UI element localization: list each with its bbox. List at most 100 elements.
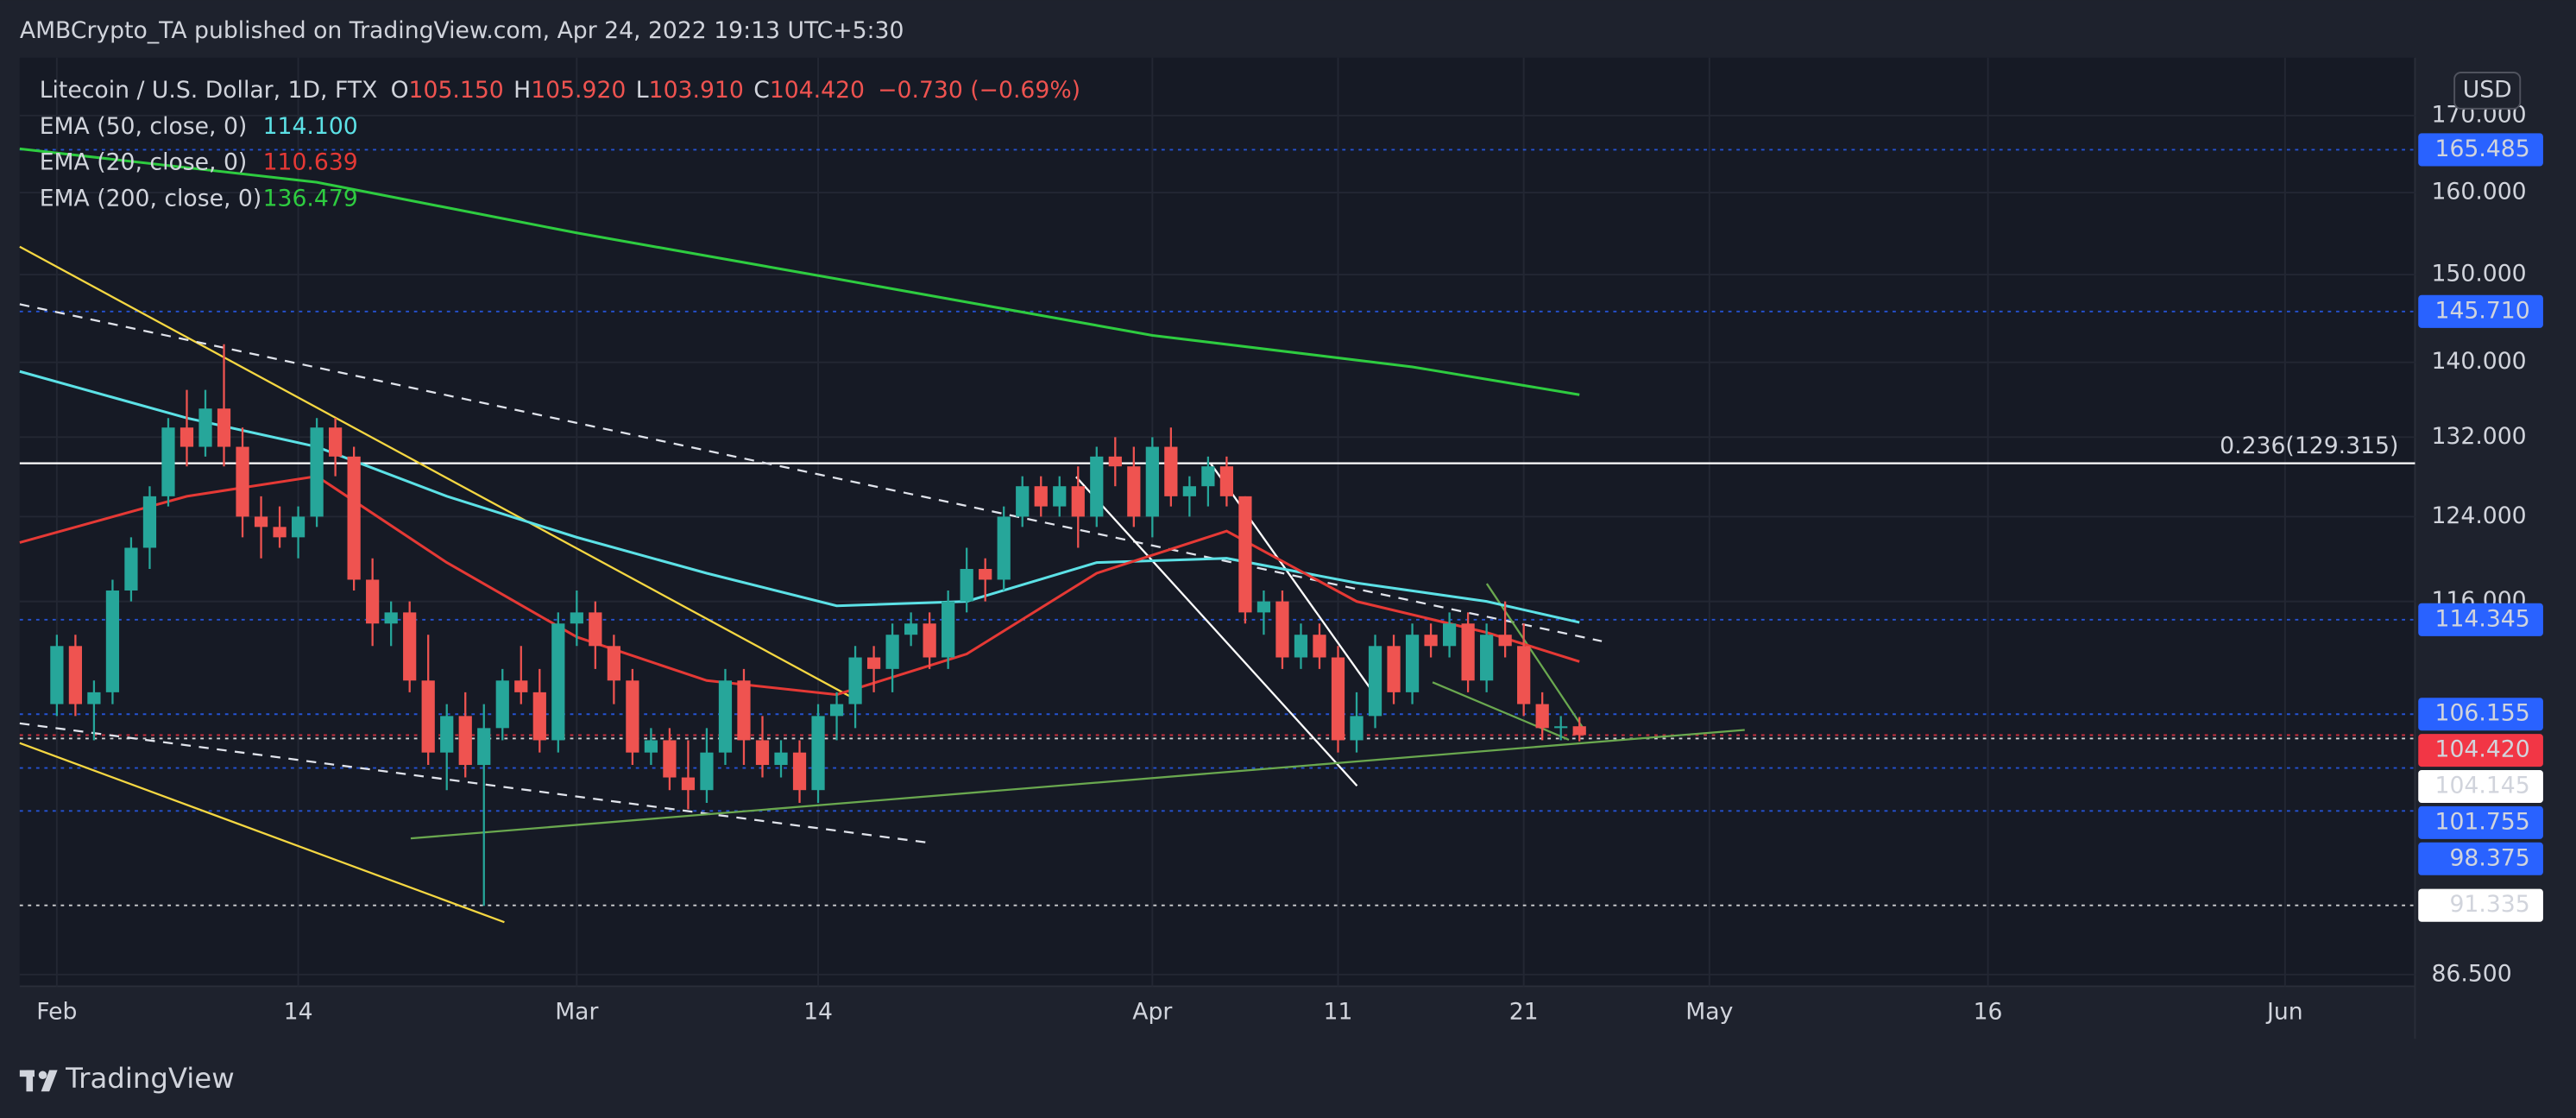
price-badge [2418, 842, 2543, 875]
y-tick-label: 150.000 [2431, 261, 2526, 287]
ohlc-value: 105.150 [409, 76, 504, 103]
price-badge-label: 165.485 [2435, 136, 2530, 162]
candle-body [681, 777, 696, 791]
candle-body [1517, 646, 1531, 704]
candle-body [1405, 635, 1420, 692]
price-badge [2418, 734, 2543, 767]
x-tick-label: 11 [1324, 998, 1353, 1025]
candle-body [1053, 486, 1067, 507]
x-tick-label: 14 [803, 998, 833, 1025]
candle-body [1294, 635, 1308, 658]
candle-body [626, 680, 639, 753]
candle-body [1182, 486, 1196, 496]
price-badge [2418, 888, 2543, 922]
candle-body [273, 527, 287, 538]
candle-body [142, 496, 157, 548]
candle-body [384, 612, 398, 624]
candle-body [997, 516, 1011, 580]
trendline [1210, 463, 1373, 692]
candle-body [923, 623, 936, 658]
candle-body [1108, 456, 1122, 467]
x-tick-label: Feb [36, 998, 77, 1025]
x-tick-label: 14 [284, 998, 313, 1025]
ohlc-value: 105.920 [531, 76, 626, 103]
candle-body [979, 569, 992, 580]
candle-body [1164, 446, 1178, 496]
candle-body [866, 657, 881, 669]
candle-body [755, 740, 770, 766]
trendline [1075, 476, 1358, 786]
ohlc-key: C [753, 76, 770, 103]
candle-body [1554, 726, 1568, 729]
candle-body [180, 427, 194, 447]
currency-box[interactable] [2453, 72, 2522, 110]
candle-body [1275, 601, 1289, 658]
price-badge-label: 91.335 [2449, 891, 2529, 918]
candle-body [607, 646, 620, 681]
brand: TradingView [65, 1062, 235, 1095]
trendline [19, 742, 505, 924]
candle-body [1368, 646, 1382, 717]
x-tick-label: May [1685, 998, 1733, 1025]
logo [19, 1070, 58, 1092]
candle-body [1498, 635, 1512, 647]
candle-body [1127, 466, 1141, 517]
marks [19, 147, 1586, 906]
indicator-value: 114.100 [263, 112, 358, 139]
candle-body [960, 569, 973, 602]
candle-body [1350, 716, 1364, 741]
candle-body [848, 657, 862, 704]
candle-body [1424, 635, 1438, 647]
ohlc-value: 103.910 [649, 76, 744, 103]
candle-body [105, 590, 120, 692]
candle-body [1572, 726, 1586, 736]
candle-body [551, 623, 565, 741]
trendline [19, 245, 855, 700]
candle-body [495, 680, 509, 729]
trendline [410, 729, 1745, 840]
candle-body [1313, 635, 1326, 658]
symbol: Litecoin / U.S. Dollar, 1D, FTX [40, 76, 378, 103]
candle-body [1535, 704, 1549, 729]
candle-body [403, 612, 417, 681]
candle-body [347, 456, 361, 580]
indicator-value: 136.479 [263, 185, 358, 212]
candle-body [50, 646, 64, 704]
price-badge-label: 104.420 [2435, 736, 2530, 763]
change: −0.730 (−0.69%) [878, 76, 1080, 103]
price-badge [2418, 805, 2543, 839]
candle-body [904, 623, 918, 635]
logo-icon [38, 1071, 47, 1080]
price-axis: 170.000160.000150.000140.000132.000124.0… [2418, 101, 2543, 987]
price-badge-label: 106.155 [2435, 700, 2530, 727]
candle-body [1071, 486, 1085, 517]
y-tick-label: 124.000 [2431, 502, 2526, 529]
candle-body [1145, 446, 1159, 517]
candle-body [829, 704, 844, 717]
currency[interactable]: USD [2463, 76, 2512, 103]
candle-body [291, 516, 305, 538]
price-badge-label: 101.755 [2435, 808, 2530, 835]
indicator-legend: EMA (200, close, 0)136.479 [40, 185, 358, 212]
price-badge-label: 114.345 [2435, 605, 2530, 632]
candle-body [737, 680, 751, 741]
candle-body [366, 579, 380, 624]
indicator-name: EMA (20, close, 0) [40, 148, 248, 175]
grid [19, 57, 2415, 987]
indicator-legend: EMA (20, close, 0) 110.639 [40, 148, 358, 175]
drawings [19, 245, 1745, 924]
candle-body [161, 427, 175, 496]
candle-body [1016, 486, 1030, 517]
publisher-line: AMBCrypto_TA published on TradingView.co… [20, 17, 904, 44]
x-tick-label: Jun [2265, 998, 2303, 1025]
candle-body [792, 752, 807, 791]
candle-body [421, 680, 435, 753]
indicator-legend: EMA (50, close, 0) 114.100 [40, 112, 358, 139]
candle-body [1331, 657, 1345, 741]
candle-body [329, 427, 343, 457]
indicator-name: EMA (200, close, 0) [40, 185, 262, 212]
x-tick-label: 21 [1509, 998, 1539, 1025]
y-tick-label: 140.000 [2431, 348, 2526, 375]
